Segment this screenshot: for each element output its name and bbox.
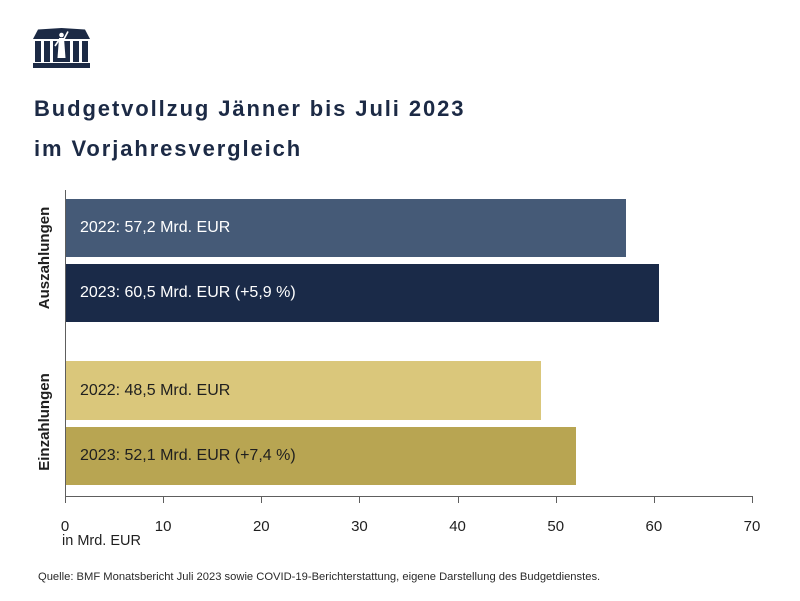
chart-title-line-1: Budgetvollzug Jänner bis Juli 2023 [34, 96, 466, 121]
x-tick-label-70: 70 [743, 518, 761, 535]
x-axis-label: in Mrd. EUR [62, 533, 141, 549]
bar-einzahlungen-2023: 2023: 52,1 Mrd. EUR (+7,4 %) [65, 427, 577, 485]
x-tick-label-40: 40 [449, 518, 466, 535]
bar-label-auszahlungen-2022: 2022: 57,2 Mrd. EUR [80, 219, 231, 236]
y-axis-line [65, 190, 66, 497]
x-tick-30 [359, 497, 361, 503]
x-tick-60 [653, 497, 655, 503]
x-tick-label-10: 10 [154, 518, 172, 535]
parliament-building-icon [33, 28, 90, 68]
x-tick-50 [555, 497, 557, 503]
x-tick-20 [261, 497, 263, 503]
bar-label-einzahlungen-2023: 2023: 52,1 Mrd. EUR (+7,4 %) [80, 447, 296, 464]
chart-title-line-2: im Vorjahresvergleich [34, 136, 303, 161]
bar-auszahlungen-2023: 2023: 60,5 Mrd. EUR (+5,9 %) [65, 264, 659, 322]
x-axis-line [65, 496, 753, 497]
bar-label-einzahlungen-2022: 2022: 48,5 Mrd. EUR [80, 381, 231, 399]
source-footnote: Quelle: BMF Monatsbericht Juli 2023 sowi… [38, 571, 601, 583]
x-tick-70 [752, 497, 753, 503]
bar-auszahlungen-2022: 2022: 57,2 Mrd. EUR [65, 199, 627, 257]
category-label-auszahlungen: Auszahlungen [36, 206, 53, 310]
x-tick-label-0: 0 [60, 518, 70, 535]
x-tick-10 [163, 497, 165, 503]
x-tick-40 [457, 497, 459, 503]
x-tick-label-20: 20 [252, 518, 270, 535]
x-tick-label-30: 30 [351, 518, 368, 535]
x-tick-0 [65, 497, 66, 503]
bar-chart-plot: 2022: 57,2 Mrd. EUR 2023: 60,5 Mrd. EUR … [61, 190, 760, 535]
x-tick-label-50: 50 [547, 518, 565, 535]
category-label-einzahlungen: Einzahlungen [36, 373, 53, 471]
x-tick-label-60: 60 [645, 518, 663, 535]
bar-label-auszahlungen-2023: 2023: 60,5 Mrd. EUR (+5,9 %) [80, 284, 296, 301]
bar-einzahlungen-2022: 2022: 48,5 Mrd. EUR [65, 361, 541, 420]
